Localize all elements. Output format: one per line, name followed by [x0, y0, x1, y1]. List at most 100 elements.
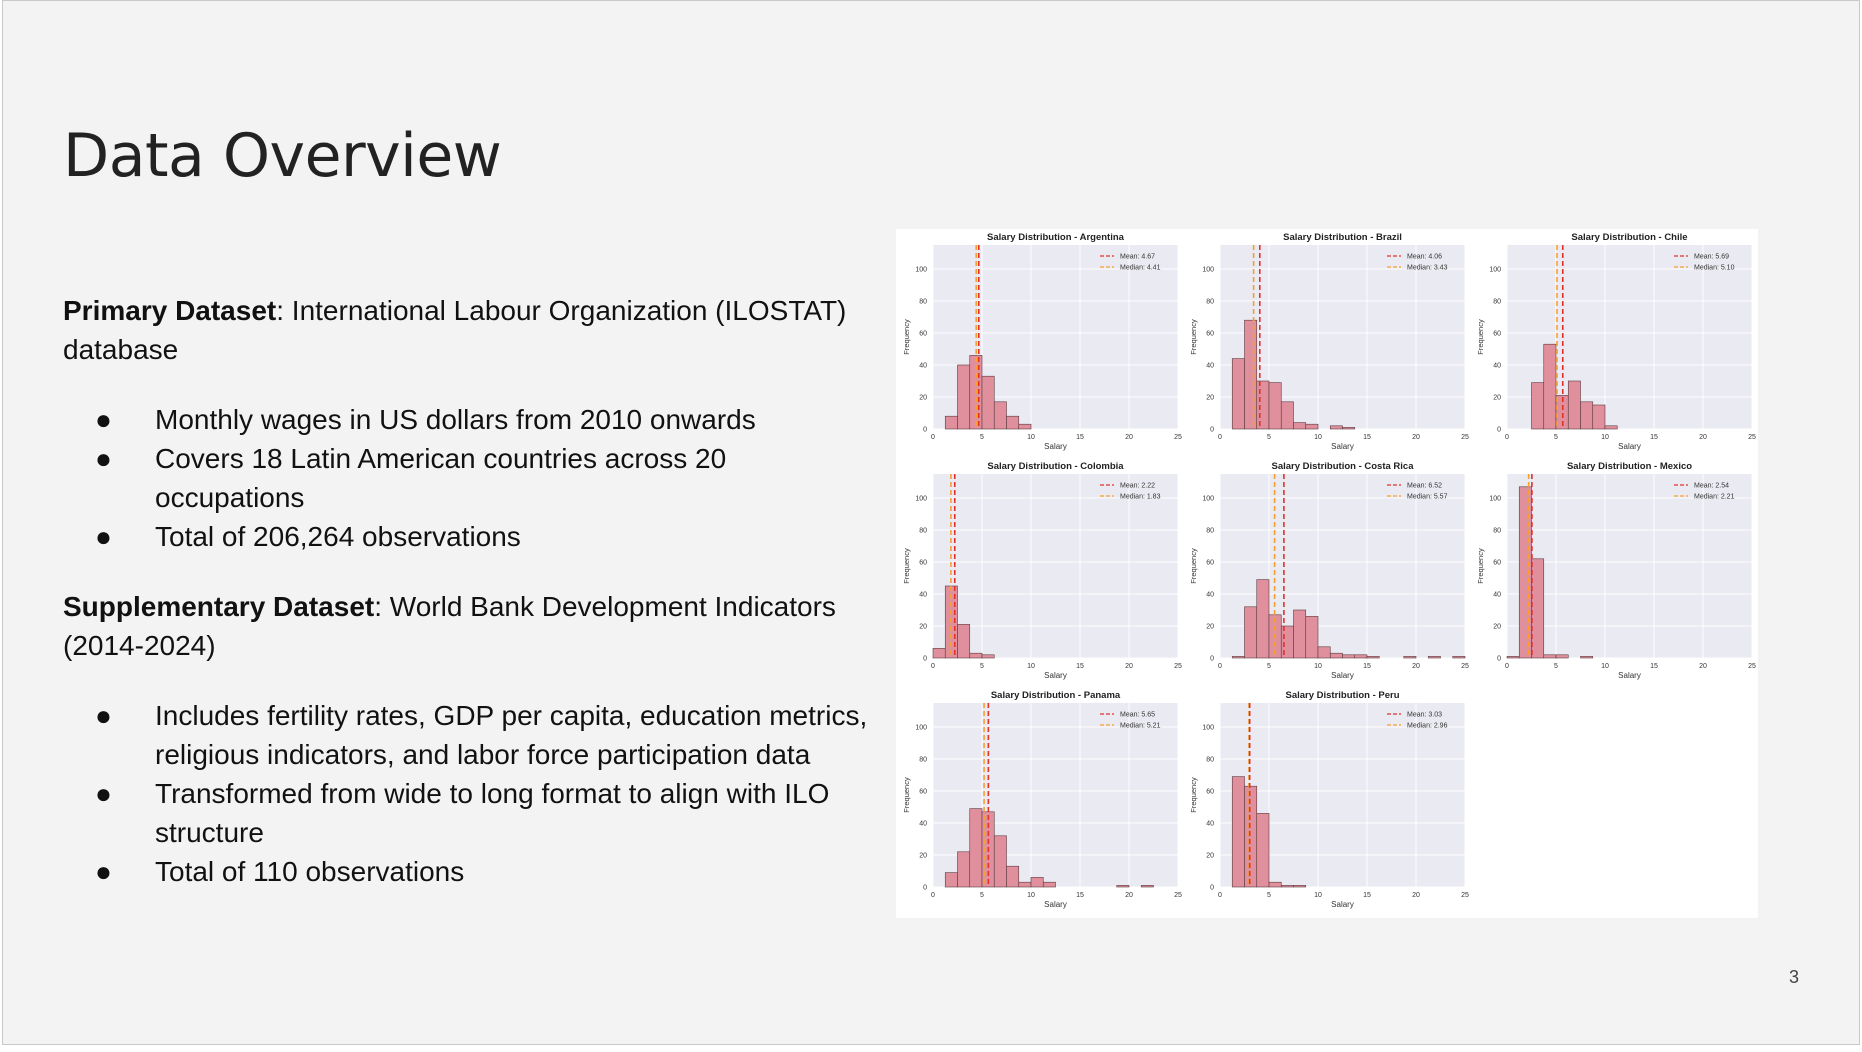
y-axis-label: Frequency: [1189, 548, 1198, 584]
y-tick-label: 100: [915, 267, 927, 274]
x-tick-label: 0: [1505, 434, 1509, 441]
y-tick-label: 40: [1493, 592, 1501, 599]
x-axis-label: Salary: [1044, 671, 1067, 680]
bullet-text: Covers 18 Latin American countries acros…: [155, 443, 727, 513]
y-tick-label: 100: [1489, 267, 1501, 274]
panel-title: Salary Distribution - Chile: [1571, 232, 1687, 243]
legend-median-label: Median: 2.96: [1407, 723, 1448, 730]
histogram-bar: [1342, 427, 1356, 430]
y-tick-label: 0: [923, 427, 927, 434]
bullet-icon: ●: [95, 521, 112, 552]
x-tick-label: 25: [1174, 663, 1182, 670]
y-axis-label: Frequency: [1189, 777, 1198, 813]
y-axis-label: Frequency: [902, 777, 911, 813]
y-tick-label: 80: [1206, 757, 1214, 764]
x-tick-label: 15: [1076, 434, 1084, 441]
x-tick-label: 10: [1027, 663, 1035, 670]
histogram-bar: [1256, 579, 1270, 659]
histogram-bar: [1305, 616, 1319, 659]
histogram-bar: [1280, 625, 1294, 659]
histogram-panel: Salary Distribution - Panama 0 5 10 15 20 25 0 2…: [902, 690, 1182, 909]
histogram-bar: [1018, 881, 1032, 888]
histogram-bar: [1604, 425, 1618, 430]
y-axis-label: Frequency: [1476, 319, 1485, 355]
histogram-bar: [957, 624, 971, 659]
x-tick-label: 10: [1314, 434, 1322, 441]
y-tick-label: 80: [1493, 528, 1501, 535]
histogram-grid: Salary Distribution - Argentina 0 5 10 15 20 2…: [902, 232, 1756, 909]
x-tick-label: 25: [1748, 434, 1756, 441]
list-item: ● Total of 206,264 observations: [63, 517, 883, 556]
panel-title: Salary Distribution - Colombia: [987, 461, 1124, 472]
histogram-panel: Salary Distribution - Brazil 0 5 10 15 20 25 0 2…: [1189, 232, 1469, 451]
bullet-text: Includes fertility rates, GDP per capita…: [155, 700, 868, 770]
salary-distribution-figure: Salary Distribution - Argentina 0 5 10 15 20 2…: [896, 229, 1758, 918]
histogram-bar: [1567, 380, 1581, 430]
y-tick-label: 80: [919, 528, 927, 535]
histogram-bar: [944, 415, 958, 430]
x-tick-label: 20: [1412, 663, 1420, 670]
histogram-bar: [1256, 380, 1270, 430]
x-axis-label: Salary: [1044, 442, 1067, 451]
histogram-panel: Salary Distribution - Colombia 0 5 10 15 20 25…: [902, 461, 1182, 680]
histogram-bar: [1006, 865, 1020, 888]
panel-title: Salary Distribution - Panama: [991, 690, 1121, 701]
x-tick-label: 15: [1363, 892, 1371, 899]
y-tick-label: 100: [915, 496, 927, 503]
list-item: ● Includes fertility rates, GDP per capit…: [63, 696, 883, 774]
histogram-bar: [1354, 654, 1368, 659]
y-tick-label: 40: [919, 821, 927, 828]
legend-mean-label: Mean: 4.67: [1120, 254, 1155, 261]
x-axis-label: Salary: [1618, 442, 1641, 451]
slide-body: Primary Dataset: International Labour Or…: [63, 291, 883, 922]
panel-title: Salary Distribution - Peru: [1285, 690, 1399, 701]
bullet-text: Transformed from wide to long format to …: [155, 778, 830, 848]
bullet-text: Total of 206,264 observations: [155, 521, 521, 552]
x-tick-label: 10: [1601, 663, 1609, 670]
primary-dataset-text: : International Labour Organization (ILO…: [63, 295, 847, 365]
histogram-bar: [1116, 885, 1130, 888]
histogram-bar: [1231, 358, 1245, 430]
x-tick-label: 10: [1314, 663, 1322, 670]
y-tick-label: 40: [919, 592, 927, 599]
x-tick-label: 0: [931, 892, 935, 899]
list-item: ● Covers 18 Latin American countries acro…: [63, 439, 883, 517]
histogram-bar: [1256, 813, 1270, 888]
bullet-icon: ●: [95, 443, 112, 474]
y-tick-label: 100: [1202, 267, 1214, 274]
x-tick-label: 15: [1076, 892, 1084, 899]
histogram-bar: [957, 851, 971, 888]
histogram-bar: [1042, 881, 1056, 888]
y-tick-label: 100: [915, 725, 927, 732]
histogram-bar: [1427, 656, 1441, 659]
bullet-text: Monthly wages in US dollars from 2010 on…: [155, 404, 756, 435]
x-tick-label: 0: [1505, 663, 1509, 670]
x-tick-label: 20: [1412, 892, 1420, 899]
legend-median-label: Median: 5.21: [1120, 723, 1161, 730]
x-tick-label: 0: [931, 663, 935, 670]
legend-mean-label: Mean: 3.03: [1407, 712, 1442, 719]
x-tick-label: 25: [1461, 892, 1469, 899]
legend-mean-label: Mean: 2.22: [1120, 483, 1155, 490]
histogram-bar: [969, 652, 983, 659]
panel-title: Salary Distribution - Argentina: [987, 232, 1125, 243]
histogram-bar: [1531, 382, 1545, 430]
x-tick-label: 0: [1218, 663, 1222, 670]
x-axis-label: Salary: [1044, 900, 1067, 909]
y-tick-label: 40: [1493, 363, 1501, 370]
histogram-bar: [944, 872, 958, 888]
histogram-bar: [1342, 654, 1356, 659]
supplementary-bullet-list: ● Includes fertility rates, GDP per capit…: [63, 696, 883, 891]
histogram-bar: [1580, 401, 1594, 430]
y-tick-label: 100: [1202, 725, 1214, 732]
primary-dataset-label: Primary Dataset: [63, 295, 277, 326]
histogram-bar: [932, 648, 946, 659]
histogram-bar: [1366, 656, 1380, 659]
histogram-bar: [1231, 776, 1245, 888]
y-axis-label: Frequency: [1476, 548, 1485, 584]
y-tick-label: 60: [919, 331, 927, 338]
primary-dataset-paragraph: Primary Dataset: International Labour Or…: [63, 291, 883, 369]
histogram-bar: [1555, 654, 1569, 659]
x-axis-label: Salary: [1331, 671, 1354, 680]
histogram-bar: [1293, 422, 1307, 430]
